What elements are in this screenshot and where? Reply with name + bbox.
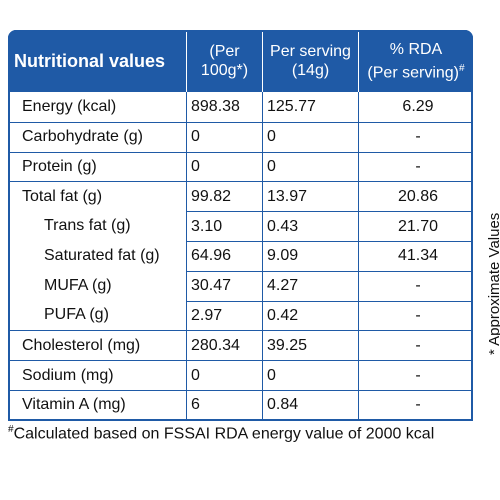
value-cell: 39.25 [262,330,358,361]
value-cell: 41.34 [358,241,473,271]
header-cell: Nutritional values [8,30,186,92]
header-line: Per serving [270,42,351,61]
header-text: (Per serving) [367,64,459,82]
row-label: Trans fat (g) [44,217,131,235]
header-line: (Per serving)# [367,59,464,82]
header-text: 100g*) [200,62,249,79]
header-text: (14g) [291,62,330,79]
header-line: 100g*) [201,61,248,80]
value-cell: 99.82 [186,181,262,212]
value-cell: 0 [262,121,358,152]
header-line: % RDA [390,40,442,59]
value-cell: - [358,390,473,420]
footnote: #Calculated based on FSSAI RDA energy va… [8,424,434,443]
value-cell: - [358,360,473,390]
value-cell: 0 [186,151,262,182]
footnote-mark: # [8,424,14,435]
row-label: MUFA (g) [44,276,112,294]
value-cell: 0.42 [262,300,358,331]
value-cell: 0 [262,151,358,182]
header-cell: Per serving (14g) [262,30,358,92]
header-text: % RDA [389,40,443,58]
value-cell: 0 [262,360,358,390]
value-cell: 6 [186,390,262,420]
row-label: Vitamin A (mg) [8,390,186,420]
header-text: Per serving [270,43,351,60]
value-cell: 280.34 [186,330,262,361]
value-cell: - [358,330,473,361]
header-line: (14g) [292,61,329,80]
row-label: Carbohydrate (g) [8,121,186,152]
value-cell: - [358,300,473,331]
row-label: Cholesterol (mg) [8,330,186,360]
header-text: Nutritional values [14,50,166,71]
footnote-text: Calculated based on FSSAI RDA energy val… [13,425,435,443]
value-cell: 3.10 [186,211,262,241]
row-label: Energy (kcal) [22,97,117,115]
value-cell: 2.97 [186,300,262,331]
row-label: Total fat (g) [8,181,186,211]
value-cell: 898.38 [186,92,262,122]
value-cell: 6.29 [358,92,473,122]
value-cell: 4.27 [262,270,358,301]
row-label: Saturated fat (g) [44,246,160,264]
value-cell: - [358,270,473,301]
value-cell: 0.43 [262,211,358,241]
row-label: PUFA (g) [44,306,109,324]
side-note: * Approximate Values [486,212,500,355]
header-line: Nutritional values [14,50,166,71]
value-cell: 0 [186,121,262,152]
value-cell: 30.47 [186,270,262,301]
header-text: (Per [209,43,240,60]
value-cell: 21.70 [358,211,473,241]
value-cell: 0.84 [262,390,358,420]
value-cell: 125.77 [262,92,358,122]
header-cell: (Per 100g*) [186,30,262,92]
value-cell: - [358,121,473,152]
header-line: (Per [209,42,239,61]
row-label: Sodium (mg) [8,360,186,390]
value-cell: 0 [186,360,262,390]
value-cell: 64.96 [186,241,262,271]
value-cell: 13.97 [262,181,358,212]
value-cell: - [358,151,473,182]
row-label: Protein (g) [8,151,186,182]
header-sup: # [459,62,465,74]
value-cell: 20.86 [358,181,473,212]
value-cell: 9.09 [262,241,358,271]
header-cell: % RDA (Per serving)# [358,30,473,92]
